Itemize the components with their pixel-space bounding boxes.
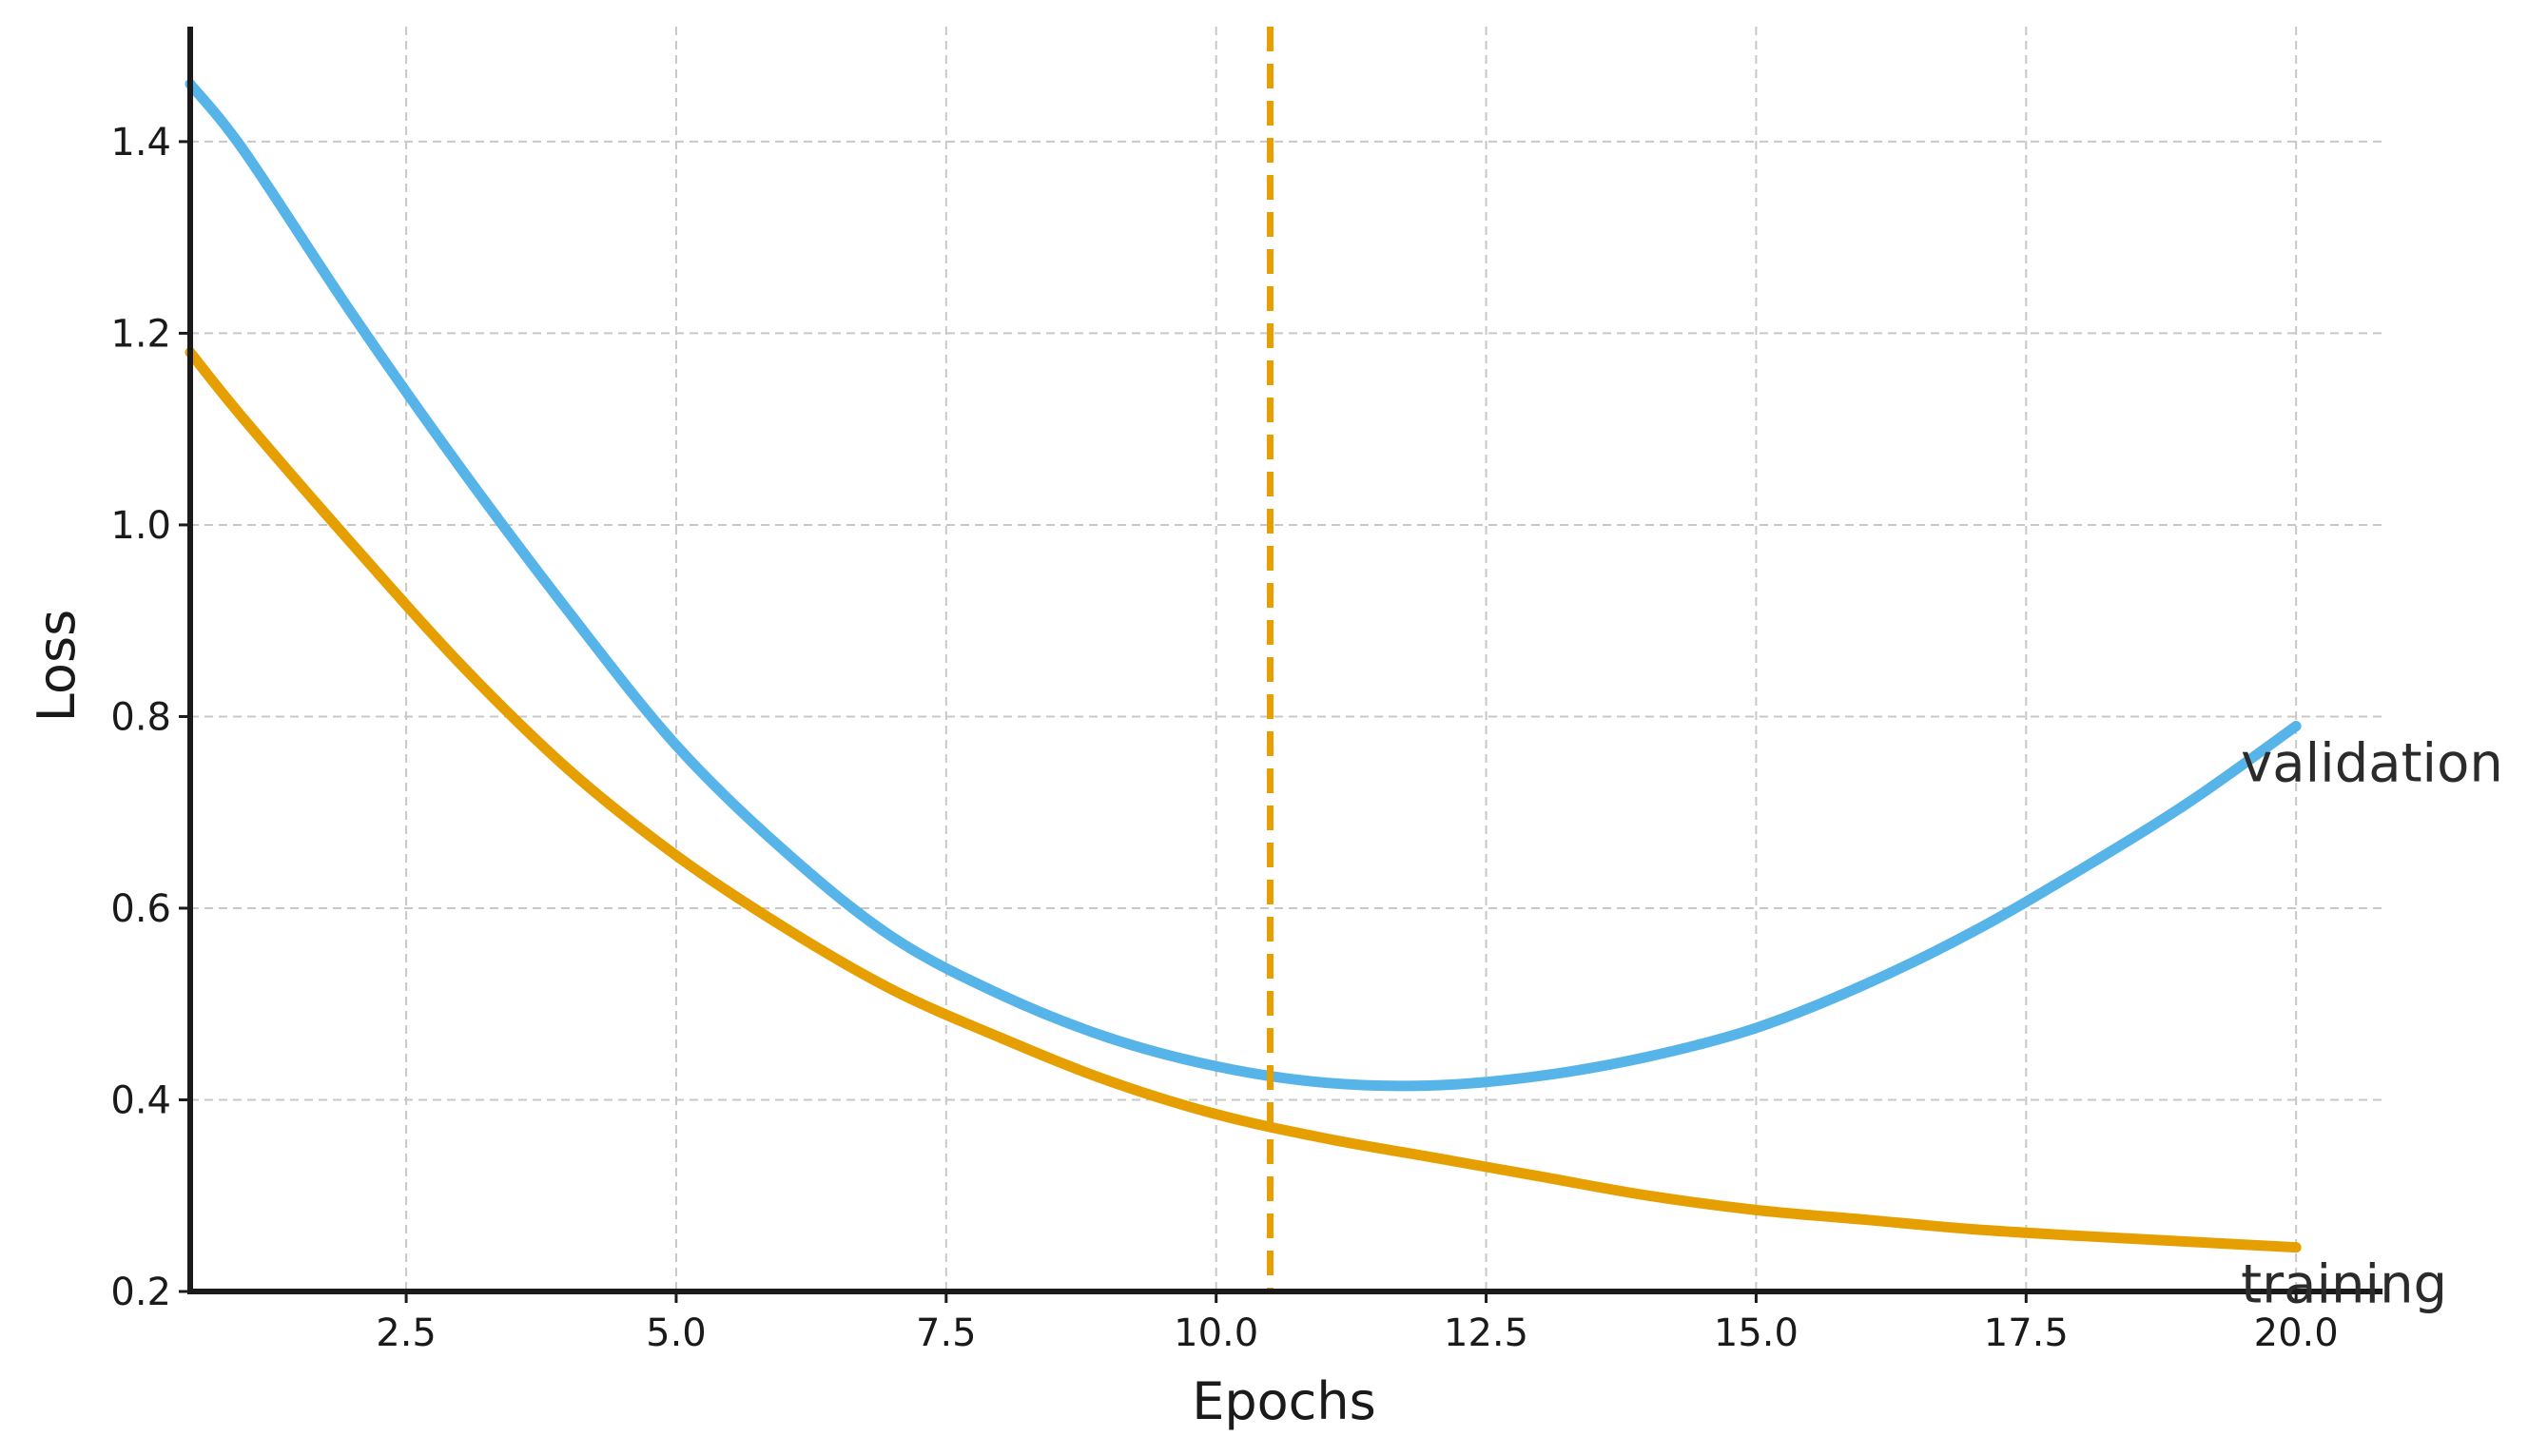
series-labels: validation training — [2241, 733, 2503, 1316]
grid — [190, 27, 2382, 1291]
y-tick-label: 1.4 — [110, 121, 171, 165]
y-tick-label: 0.4 — [110, 1078, 171, 1122]
series-label-validation: validation — [2241, 733, 2503, 795]
y-tick-label: 1.2 — [110, 312, 171, 356]
axes — [187, 27, 2382, 1294]
x-tick-label: 20.0 — [2254, 1311, 2339, 1355]
x-tick-label: 12.5 — [1444, 1311, 1528, 1355]
x-tick-label: 2.5 — [376, 1311, 437, 1355]
y-tick-label: 0.2 — [110, 1271, 171, 1314]
series-label-training: training — [2241, 1254, 2447, 1316]
y-tick-label: 0.6 — [110, 887, 171, 931]
x-tick-label: 10.0 — [1174, 1311, 1258, 1355]
x-tick-label: 5.0 — [646, 1311, 707, 1355]
series-lines — [185, 78, 2302, 1253]
series-line-training — [185, 347, 2302, 1253]
y-tick-label: 1.0 — [110, 504, 171, 548]
x-tick-label: 7.5 — [916, 1311, 977, 1355]
x-tick-label: 17.5 — [1984, 1311, 2069, 1355]
y-axis-title: Loss — [27, 610, 87, 722]
x-axis-title: Epochs — [1192, 1371, 1375, 1431]
y-tick-label: 0.8 — [110, 695, 171, 739]
ticks: 2.5 5.0 7.5 10.0 12.5 15.0 17.5 20.0 0.2 0.4 0.6 0.… — [110, 121, 2338, 1355]
series-line-validation — [185, 78, 2302, 1092]
x-tick-label: 15.0 — [1714, 1311, 1799, 1355]
